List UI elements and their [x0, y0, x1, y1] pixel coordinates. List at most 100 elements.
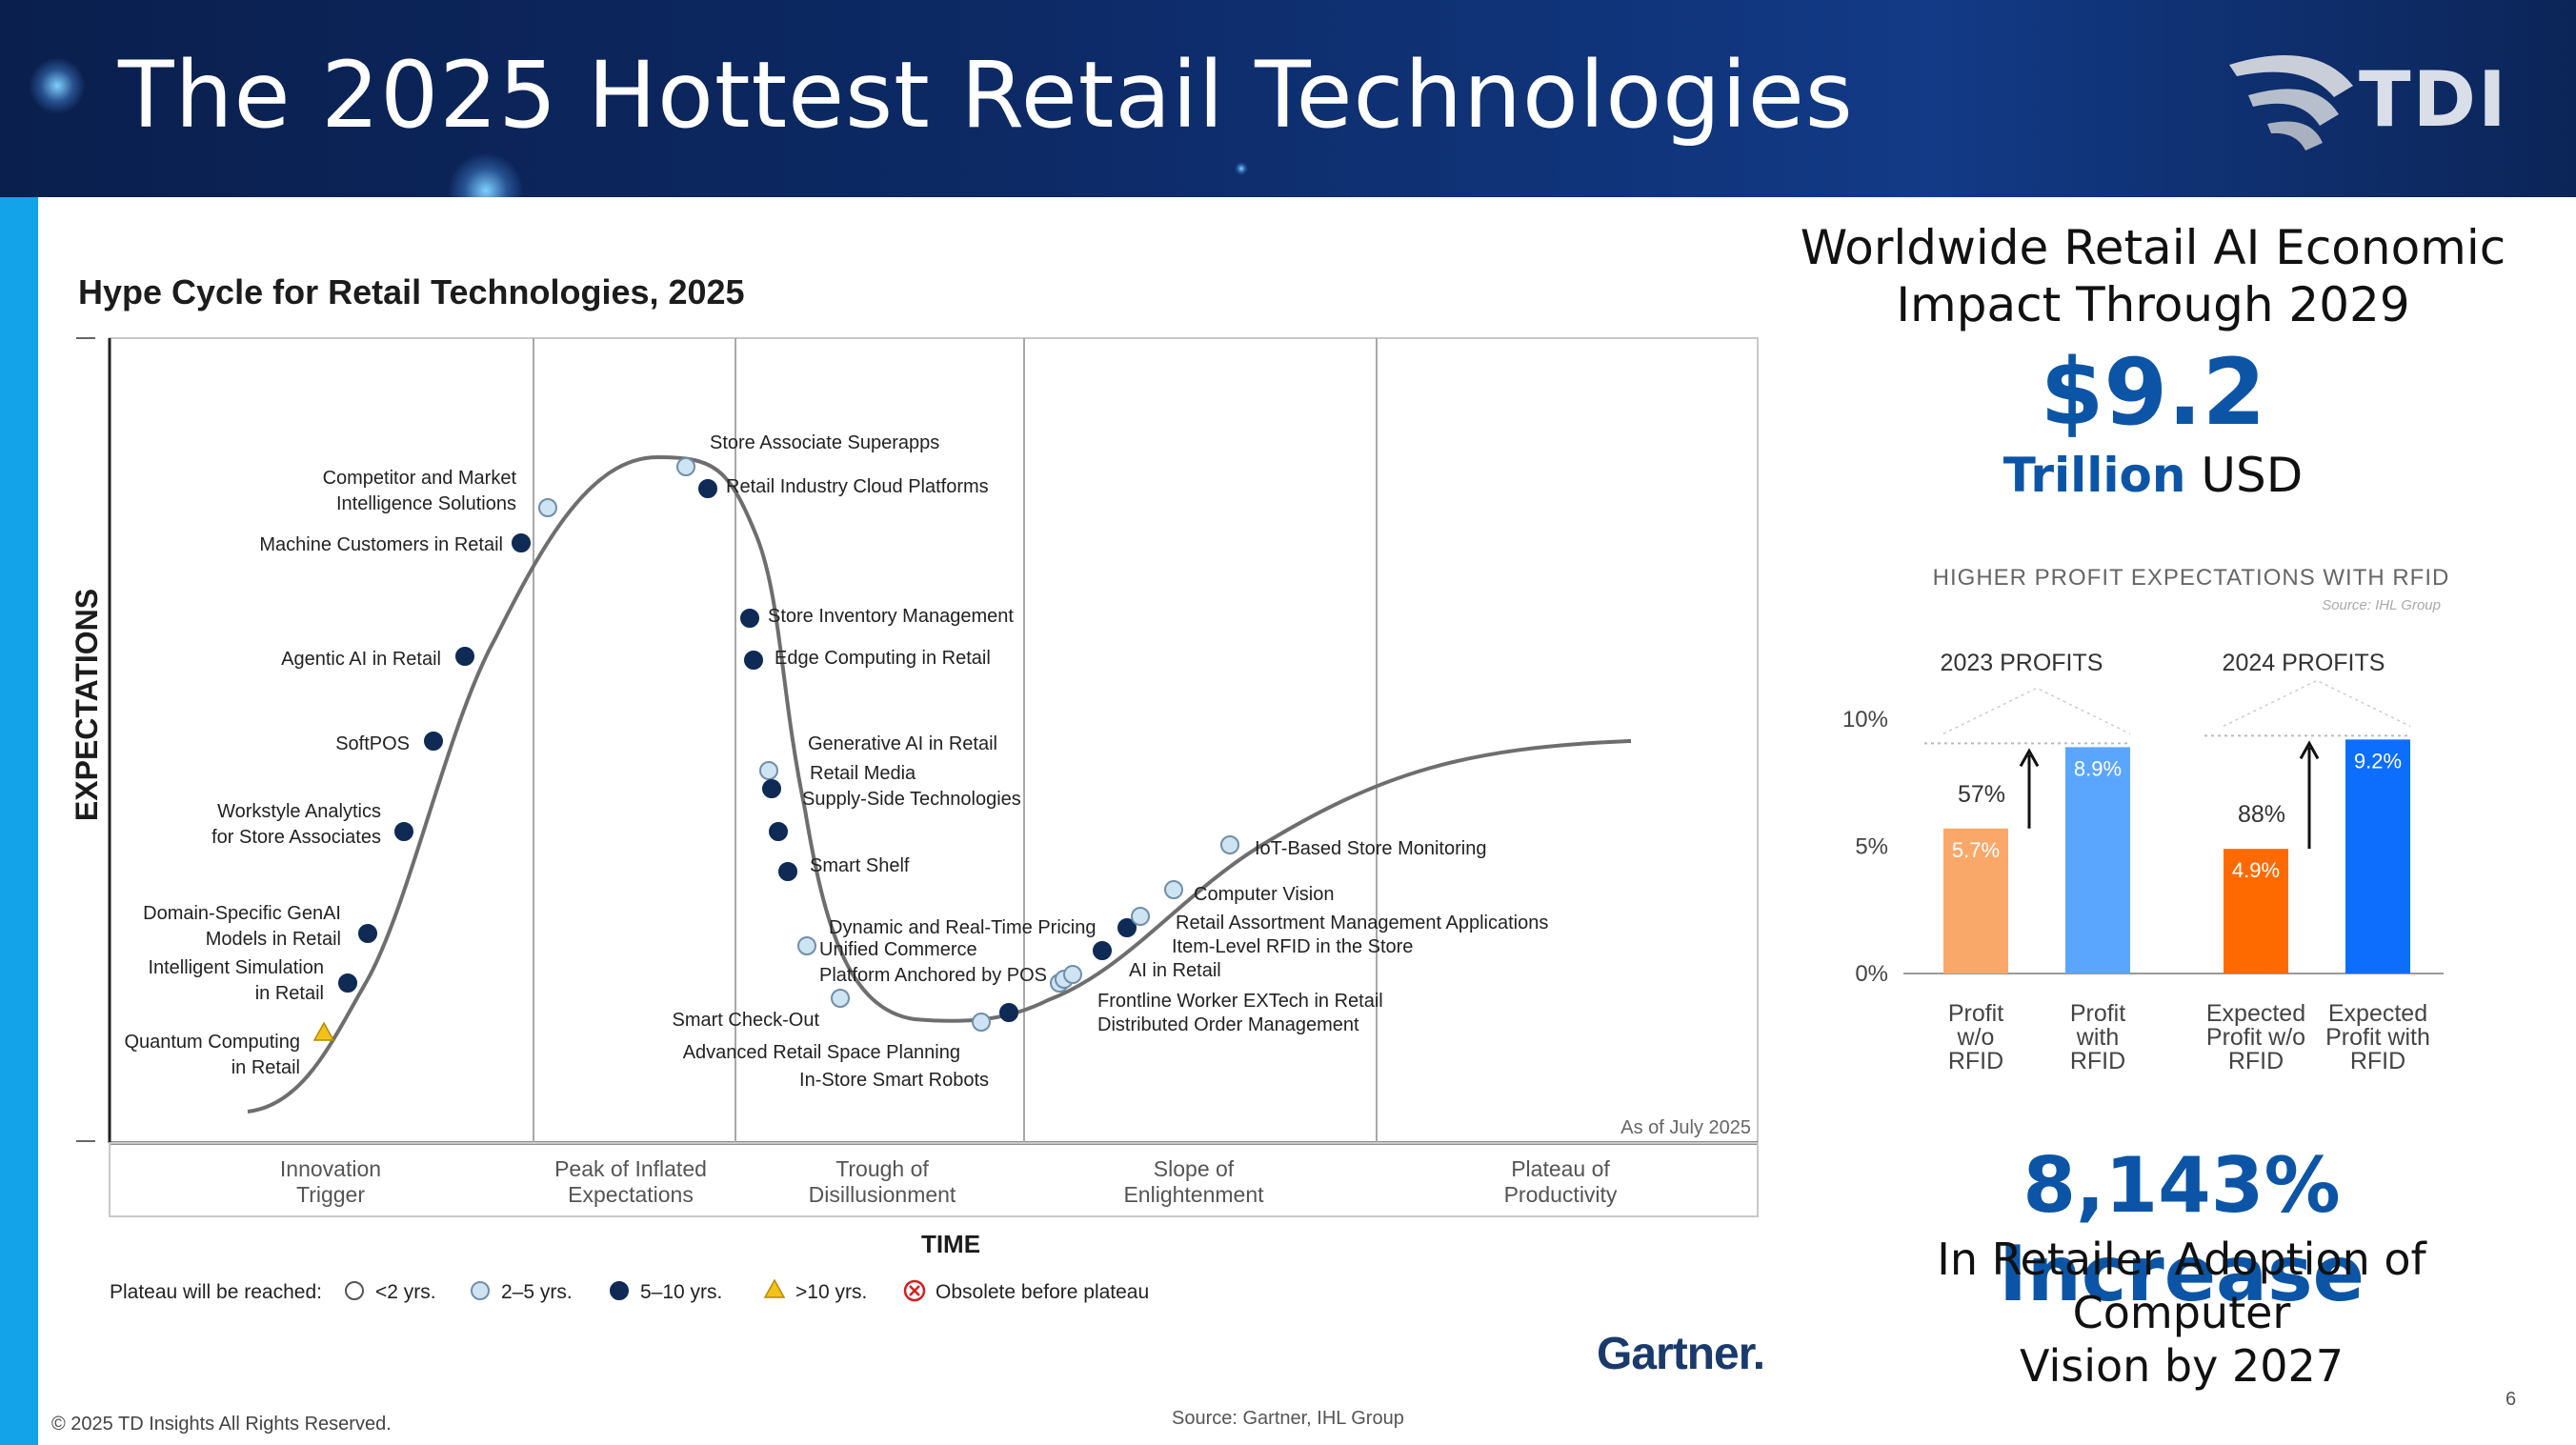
- rfid-profit-chart: HIGHER PROFIT EXPECTATIONS WITH RFID Sour…: [1842, 565, 2450, 1074]
- increase-label: 57%: [1958, 781, 2005, 808]
- category-label: Profit with: [2325, 1024, 2430, 1051]
- tech-marker: [769, 822, 788, 841]
- tdi-logo-icon: [2229, 54, 2353, 151]
- legend-marker-cross: [909, 1285, 920, 1296]
- tech-marker: [759, 761, 778, 780]
- source-note: Source: Gartner, IHL Group: [1172, 1408, 1404, 1429]
- tech-marker: [394, 822, 413, 841]
- glow-dot: [29, 57, 86, 114]
- impact-title-line2: Impact Through 2029: [1896, 277, 2410, 332]
- tech-label: in Retail: [255, 983, 324, 1004]
- tech-label: Computer Vision: [1194, 884, 1334, 905]
- tech-label: Supply-Side Technologies: [802, 789, 1021, 810]
- phase-label: Slope of: [1154, 1156, 1235, 1181]
- tech-label: Retail Media: [810, 763, 916, 784]
- tech-marker: [1117, 918, 1137, 937]
- tech-label: AI in Retail: [1129, 960, 1221, 981]
- legend-marker: [345, 1281, 364, 1300]
- bar: [2065, 747, 2130, 973]
- adoption-value: 8,143% Increase: [1999, 1141, 2365, 1318]
- hype-cycle-title: Hype Cycle for Retail Technologies, 2025: [78, 272, 745, 311]
- impact-unit-bold: Trillion: [2002, 448, 2186, 503]
- tech-label: In-Store Smart Robots: [799, 1070, 989, 1091]
- tech-marker: [424, 732, 443, 751]
- phase-label: Expectations: [568, 1182, 694, 1207]
- tech-marker: [455, 647, 474, 666]
- tech-label: Store Inventory Management: [768, 606, 1014, 627]
- tech-label: Competitor and Market: [323, 468, 517, 489]
- tech-label: Smart Shelf: [810, 855, 910, 876]
- tech-label: Models in Retail: [206, 929, 341, 950]
- category-label: w/o: [1957, 1024, 1995, 1051]
- category-label: RFID: [2350, 1048, 2405, 1074]
- tech-marker: [698, 479, 717, 498]
- tech-marker: [778, 862, 797, 881]
- legend-marker: [471, 1281, 490, 1300]
- legend-label: >10 yrs.: [795, 1281, 867, 1303]
- bar-value-label: 5.7%: [1952, 838, 2000, 862]
- category-label: Profit: [1948, 1000, 2003, 1027]
- tech-marker: [338, 973, 357, 993]
- tech-label: Intelligence Solutions: [336, 493, 516, 514]
- tech-marker: [762, 779, 781, 798]
- adoption-line2: Vision by 2027: [2019, 1340, 2344, 1392]
- x-axis-label: TIME: [921, 1230, 980, 1258]
- legend-label: 5–10 yrs.: [640, 1281, 722, 1303]
- phase-label: Peak of Inflated: [554, 1156, 707, 1181]
- logo-text: TDI: [2359, 55, 2508, 144]
- legend-prefix: Plateau will be reached:: [110, 1281, 322, 1303]
- tech-marker: [972, 1013, 991, 1032]
- tech-label: for Store Associates: [211, 827, 381, 848]
- category-label: RFID: [2228, 1048, 2284, 1074]
- tech-marker: [312, 1021, 335, 1041]
- page-number: 6: [2506, 1389, 2517, 1410]
- phase-label: Trigger: [296, 1182, 365, 1207]
- tech-label: Agentic AI in Retail: [281, 649, 441, 670]
- bar: [2224, 849, 2288, 973]
- tech-label: Retail Industry Cloud Platforms: [726, 476, 989, 497]
- tech-label: Distributed Order Management: [1097, 1014, 1359, 1035]
- legend-label: <2 yrs.: [375, 1281, 436, 1303]
- tech-label: Unified Commerce: [819, 939, 977, 960]
- tech-marker: [358, 924, 377, 943]
- tech-label: Machine Customers in Retail: [259, 534, 503, 555]
- adoption-caption: In Retailer Adoption of Computer Vision …: [1829, 1233, 2534, 1393]
- adoption-line1: In Retailer Adoption of Computer: [1937, 1234, 2426, 1338]
- impact-value: $9.2: [2040, 339, 2266, 446]
- impact-title-line1: Worldwide Retail AI Economic: [1800, 220, 2506, 275]
- tech-label: Generative AI in Retail: [808, 733, 997, 754]
- category-label: with: [2076, 1024, 2119, 1051]
- category-label: Profit w/o: [2206, 1024, 2305, 1051]
- phase-label: Trough of: [835, 1156, 929, 1181]
- glow-dot: [448, 152, 524, 197]
- tech-marker: [1164, 880, 1183, 899]
- accent-bar: [0, 197, 38, 1445]
- tech-marker: [797, 936, 816, 955]
- phase-label-box: [109, 1142, 1759, 1217]
- tech-label: Smart Check-Out: [673, 1010, 820, 1031]
- tech-label: in Retail: [231, 1057, 300, 1078]
- tech-label: Workstyle Analytics: [217, 801, 381, 822]
- tech-marker: [740, 609, 759, 628]
- tech-marker: [1131, 907, 1150, 926]
- tech-label: Frontline Worker EXTech in Retail: [1097, 991, 1383, 1012]
- bar-value-label: 9.2%: [2354, 749, 2402, 773]
- bar: [2345, 739, 2410, 973]
- legend-marker: [763, 1278, 786, 1298]
- glow-dot: [1235, 162, 1248, 175]
- tech-label: Domain-Specific GenAI: [143, 903, 341, 924]
- gartner-logo: Gartner.: [1597, 1329, 1765, 1379]
- phase-label: Productivity: [1504, 1182, 1618, 1207]
- tech-label: Item-Level RFID in the Store: [1172, 936, 1413, 957]
- phase-label: Innovation: [280, 1156, 381, 1181]
- category-label: Profit: [2070, 1000, 2125, 1027]
- y-tick-label: 0%: [1855, 961, 1888, 987]
- slide-title: The 2025 Hottest Retail Technologies: [118, 42, 1854, 149]
- rfid-chart-title: HIGHER PROFIT EXPECTATIONS WITH RFID: [1933, 565, 2450, 591]
- phase-label: Enlightenment: [1123, 1182, 1264, 1207]
- tech-label: Dynamic and Real-Time Pricing: [829, 917, 1096, 938]
- tech-marker: [538, 498, 557, 517]
- phase-label: Plateau of: [1511, 1156, 1610, 1181]
- legend-label: 2–5 yrs.: [501, 1281, 573, 1303]
- increase-arrowhead: [2299, 740, 2320, 760]
